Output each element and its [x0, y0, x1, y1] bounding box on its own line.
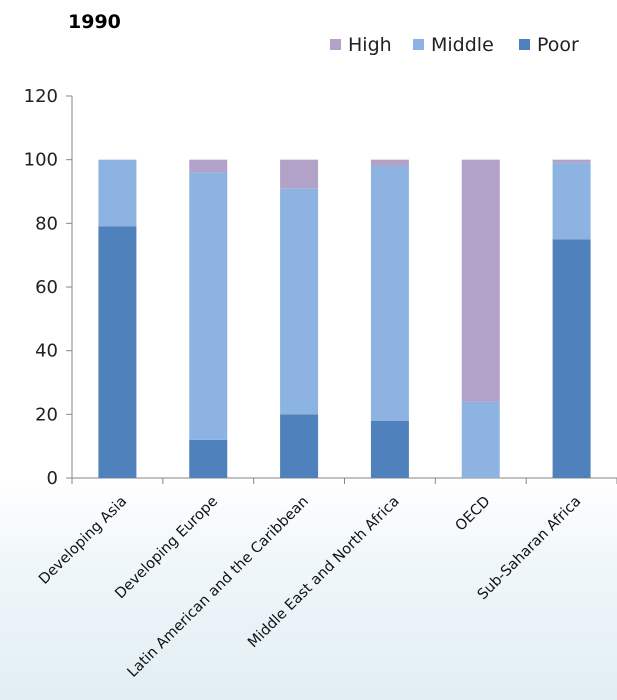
bar-segment-poor — [98, 226, 137, 478]
bar-segment-poor — [552, 239, 591, 478]
y-tick-label: 60 — [35, 277, 58, 298]
bar-segment-poor — [370, 420, 409, 478]
legend-label-poor: Poor — [537, 34, 579, 56]
x-tick-label: Latin American and the Caribbean — [125, 494, 312, 681]
y-tick-label: 100 — [24, 150, 58, 171]
legend-label-middle: Middle — [431, 34, 494, 56]
y-tick-label: 0 — [47, 468, 58, 489]
bar-segment-high — [552, 159, 591, 163]
axes: 0 20 40 60 80 100 120 — [24, 86, 617, 489]
legend-label-high: High — [348, 34, 392, 56]
bar-segment-poor — [280, 414, 319, 478]
legend-swatch-high — [330, 39, 341, 50]
x-tick-label: OECD — [453, 494, 494, 535]
bars — [98, 159, 591, 478]
y-tick-label: 20 — [35, 404, 58, 425]
bar-segment-high — [189, 159, 228, 173]
legend-swatch-middle — [413, 39, 424, 50]
bar-segment-middle — [98, 159, 137, 227]
bar-segment-poor — [189, 439, 228, 478]
x-tick-label: Developing Asia — [36, 494, 130, 588]
legend-swatch-poor — [519, 39, 530, 50]
bar-segment-high — [461, 159, 500, 402]
chart-title: 1990 — [68, 11, 121, 33]
y-tick-label: 80 — [35, 213, 58, 234]
bar-segment-high — [370, 159, 409, 167]
x-tick-label: Sub-Saharan Africa — [475, 494, 585, 604]
bar-segment-middle — [552, 162, 591, 240]
bar-segment-middle — [189, 172, 228, 440]
x-tick-label: Middle East and North Africa — [245, 494, 403, 652]
bar-segment-middle — [461, 401, 500, 478]
bar-segment-middle — [280, 188, 319, 415]
x-tick-label: Developing Europe — [112, 493, 221, 602]
bar-segment-middle — [370, 166, 409, 421]
y-tick-label: 40 — [35, 341, 58, 362]
legend: High Middle Poor — [330, 34, 579, 56]
bar-segment-high — [280, 159, 319, 189]
y-tick-label: 120 — [24, 86, 58, 107]
